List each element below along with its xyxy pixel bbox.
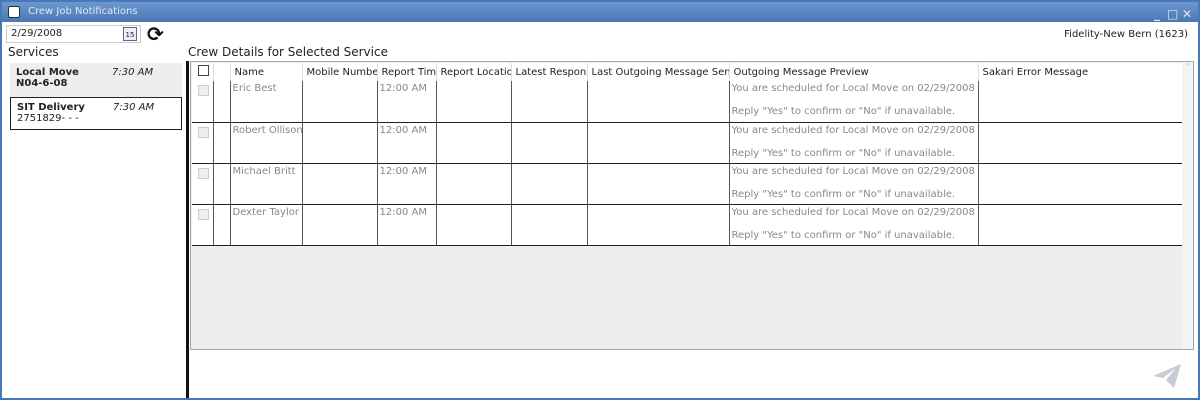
preview-line: You are scheduled for Local Move on 02/2… bbox=[731, 165, 978, 177]
crew-grid: Name Mobile Number Report Time Report Lo… bbox=[190, 61, 1194, 350]
service-time: 7:30 AM bbox=[113, 102, 155, 113]
vertical-scrollbar[interactable]: ^ bbox=[1182, 62, 1193, 349]
cell-response bbox=[511, 122, 588, 164]
date-value: 2/29/2008 bbox=[11, 28, 63, 39]
column-header[interactable]: Last Outgoing Message Sent At bbox=[587, 63, 730, 81]
paper-plane-icon[interactable] bbox=[1152, 362, 1182, 390]
service-detail: N04-6-08 bbox=[16, 78, 68, 89]
column-header[interactable]: Mobile Number bbox=[302, 63, 378, 81]
calendar-icon[interactable]: 15 bbox=[123, 27, 137, 41]
maximize-button[interactable]: □ bbox=[1167, 7, 1179, 21]
cell-report-time: 12:00 AM bbox=[377, 81, 437, 123]
cell-name: Robert Ollison Jr bbox=[230, 122, 303, 164]
grid-header: Name Mobile Number Report Time Report Lo… bbox=[192, 63, 1184, 81]
app-icon bbox=[8, 6, 20, 18]
cell-last-sent bbox=[587, 204, 730, 246]
cell-mobile bbox=[302, 204, 378, 246]
cell-last-sent bbox=[587, 81, 730, 123]
preview-line: Reply "Yes" to confirm or "No" if unavai… bbox=[731, 229, 956, 241]
cell-report-time: 12:00 AM bbox=[377, 122, 437, 164]
column-header[interactable]: Report Time bbox=[377, 63, 437, 81]
preview-line: You are scheduled for Local Move on 02/2… bbox=[731, 124, 978, 136]
cell-last-sent bbox=[587, 163, 730, 205]
column-header[interactable]: Latest Response bbox=[511, 63, 588, 81]
cell-location bbox=[436, 122, 512, 164]
panel-splitter[interactable] bbox=[186, 61, 189, 398]
column-header[interactable]: Report Location bbox=[436, 63, 512, 81]
cell-mobile bbox=[302, 163, 378, 205]
window-title: Crew Job Notifications bbox=[28, 6, 138, 17]
minimize-button[interactable]: _ bbox=[1154, 7, 1160, 21]
table-row[interactable]: Eric Best 12:00 AM You are scheduled for… bbox=[192, 81, 1184, 123]
cell-mobile bbox=[302, 122, 378, 164]
cell-preview: You are scheduled for Local Move on 02/2… bbox=[729, 122, 979, 164]
cell-report-time: 12:00 AM bbox=[377, 163, 437, 205]
date-picker[interactable]: 2/29/2008 15 bbox=[6, 25, 141, 43]
cell-location bbox=[436, 204, 512, 246]
cell-preview: You are scheduled for Local Move on 02/2… bbox=[729, 81, 979, 123]
cell-name: Michael Britt bbox=[230, 163, 303, 205]
cell-preview: You are scheduled for Local Move on 02/2… bbox=[729, 163, 979, 205]
cell-location bbox=[436, 81, 512, 123]
preview-line: Reply "Yes" to confirm or "No" if unavai… bbox=[731, 147, 956, 159]
row-checkbox[interactable] bbox=[192, 122, 214, 164]
service-detail: 2751829- - - bbox=[17, 113, 79, 124]
cell-error bbox=[978, 163, 1184, 205]
refresh-icon[interactable]: ⟳ bbox=[147, 22, 164, 46]
cell-error bbox=[978, 81, 1184, 123]
cell-response bbox=[511, 204, 588, 246]
column-header[interactable]: Outgoing Message Preview bbox=[729, 63, 979, 81]
cell-error bbox=[978, 122, 1184, 164]
select-all-checkbox[interactable] bbox=[192, 63, 214, 81]
row-checkbox[interactable] bbox=[192, 163, 214, 205]
cell-response bbox=[511, 81, 588, 123]
column-header[interactable]: Sakari Error Message bbox=[978, 63, 1184, 81]
cell-last-sent bbox=[587, 122, 730, 164]
cell-name: Eric Best bbox=[230, 81, 303, 123]
cell-report-time: 12:00 AM bbox=[377, 204, 437, 246]
services-heading: Services bbox=[8, 45, 59, 59]
row-checkbox[interactable] bbox=[192, 204, 214, 246]
crew-heading: Crew Details for Selected Service bbox=[188, 45, 388, 59]
table-row[interactable]: Michael Britt 12:00 AM You are scheduled… bbox=[192, 163, 1184, 205]
preview-line: You are scheduled for Local Move on 02/2… bbox=[731, 83, 978, 94]
table-row[interactable]: Robert Ollison Jr 12:00 AM You are sched… bbox=[192, 122, 1184, 164]
row-checkbox[interactable] bbox=[192, 81, 214, 123]
cell-name: Dexter Taylor bbox=[230, 204, 303, 246]
service-name: Local Move bbox=[16, 67, 79, 78]
title-bar: Crew Job Notifications _ □ ✕ bbox=[2, 2, 1198, 22]
cell-mobile bbox=[302, 81, 378, 123]
preview-line: You are scheduled for Local Move on 02/2… bbox=[731, 206, 978, 218]
close-button[interactable]: ✕ bbox=[1182, 7, 1193, 21]
company-label: Fidelity-New Bern (1623) bbox=[1064, 29, 1188, 40]
service-name: SIT Delivery bbox=[17, 102, 85, 113]
column-header[interactable]: Name bbox=[230, 63, 303, 81]
cell-response bbox=[511, 163, 588, 205]
service-time: 7:30 AM bbox=[112, 67, 154, 78]
cell-preview: You are scheduled for Local Move on 02/2… bbox=[729, 204, 979, 246]
service-item[interactable]: SIT Delivery 7:30 AM 2751829- - - bbox=[10, 97, 182, 130]
preview-line: Reply "Yes" to confirm or "No" if unavai… bbox=[731, 106, 956, 117]
cell-error bbox=[978, 204, 1184, 246]
preview-line: Reply "Yes" to confirm or "No" if unavai… bbox=[731, 188, 956, 200]
table-row[interactable]: Dexter Taylor 12:00 AM You are scheduled… bbox=[192, 204, 1184, 246]
services-list: Local Move 7:30 AM N04-6-08 SIT Delivery… bbox=[6, 61, 186, 398]
service-item[interactable]: Local Move 7:30 AM N04-6-08 bbox=[10, 63, 182, 97]
cell-location bbox=[436, 163, 512, 205]
